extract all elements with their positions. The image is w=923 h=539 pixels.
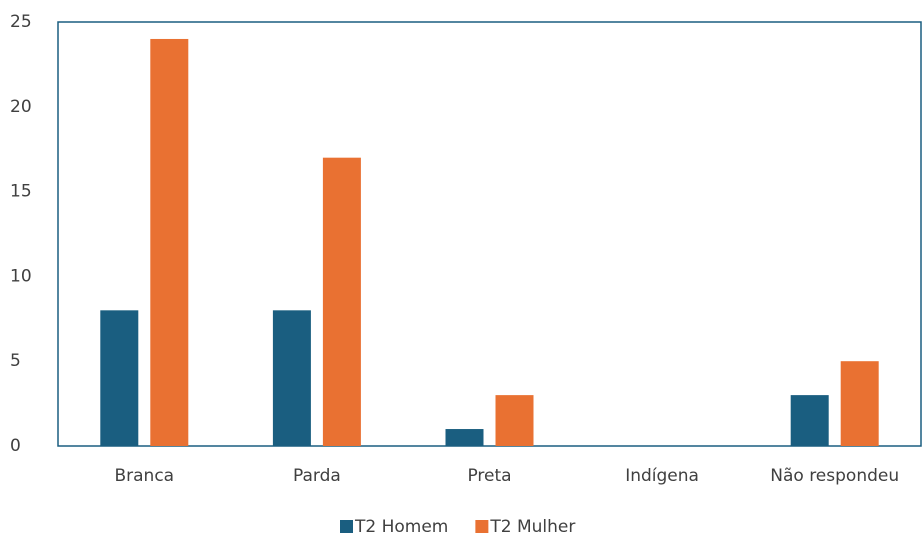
bar [790,395,829,446]
x-tick-label: Não respondeu [770,466,899,486]
y-tick-label: 5 [10,351,21,371]
y-tick-label: 20 [10,97,32,117]
x-tick-label: Preta [467,466,511,486]
legend-label: T2 Mulher [489,517,575,537]
bar [100,310,139,446]
x-tick-label: Parda [293,466,341,486]
bar [322,157,361,446]
y-tick-label: 10 [10,266,32,286]
bar [495,395,534,446]
plot-area [57,21,922,447]
bar [272,310,311,446]
legend-swatch [475,520,489,533]
y-tick-label: 0 [10,436,21,456]
legend-label: T2 Homem [354,517,448,537]
bar [840,361,879,446]
x-tick-label: Indígena [625,466,699,486]
legend-swatch [340,520,353,533]
bar [150,38,189,447]
y-tick-label: 25 [10,12,32,32]
y-tick-label: 15 [10,182,32,202]
x-tick-label: Branca [114,466,174,486]
bar [445,429,484,446]
